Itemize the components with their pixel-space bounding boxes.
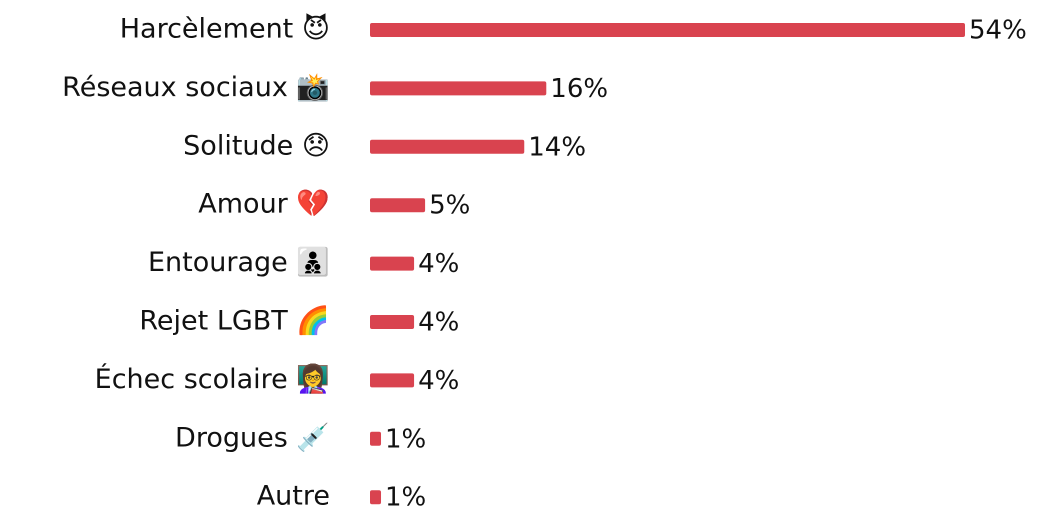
value-label: 4% xyxy=(418,308,459,338)
category-label: Entourage 👨‍👦‍👦 xyxy=(148,246,330,278)
category-label: Harcèlement 😈 xyxy=(120,13,330,45)
bar xyxy=(370,431,382,446)
category-label: Solitude 😞 xyxy=(183,130,330,161)
category-label: Amour 💔 xyxy=(198,189,330,220)
bar xyxy=(370,490,382,505)
value-label: 5% xyxy=(429,191,470,221)
category-label: Autre xyxy=(257,481,330,510)
bar xyxy=(370,198,426,213)
bar xyxy=(370,373,415,388)
category-label: Rejet LGBT 🌈 xyxy=(139,304,330,337)
bar xyxy=(370,315,415,329)
bar xyxy=(370,139,525,154)
value-label: 4% xyxy=(418,249,459,279)
value-label: 16% xyxy=(550,74,608,104)
value-label: 54% xyxy=(969,16,1027,46)
value-label: 14% xyxy=(528,132,586,162)
category-label: Échec scolaire 👩‍🏫 xyxy=(95,363,330,395)
category-label: Réseaux sociaux 📸 xyxy=(62,72,330,103)
value-label: 1% xyxy=(385,483,426,510)
value-label: 4% xyxy=(418,366,459,396)
value-label: 1% xyxy=(385,424,426,454)
bar xyxy=(370,81,547,96)
bar xyxy=(370,23,965,37)
bar xyxy=(370,256,415,271)
category-label: Drogues 💉 xyxy=(175,421,330,453)
